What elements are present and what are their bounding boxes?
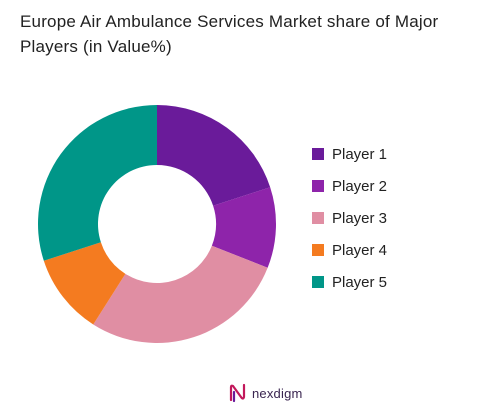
chart-legend: Player 1 Player 2 Player 3 Player 4 Play… — [312, 138, 387, 298]
legend-item-player-4: Player 4 — [312, 234, 387, 266]
legend-swatch — [312, 212, 324, 224]
legend-label: Player 3 — [332, 209, 388, 227]
donut-slice-player-5 — [37, 105, 157, 261]
donut-slice-player-1 — [157, 105, 271, 206]
legend-swatch — [312, 244, 324, 256]
brand-name: nexdigm — [252, 385, 303, 401]
legend-swatch — [312, 148, 324, 160]
legend-item-player-3: Player 3 — [312, 202, 387, 234]
legend-item-player-5: Player 5 — [312, 266, 387, 298]
legend-label: Player 2 — [332, 177, 388, 195]
legend-item-player-2: Player 2 — [312, 170, 387, 202]
donut-slice-player-3 — [93, 245, 268, 343]
brand-logo: nexdigm — [229, 383, 303, 403]
legend-label: Player 4 — [332, 241, 388, 259]
legend-label: Player 5 — [332, 273, 388, 291]
chart-title: Europe Air Ambulance Services Market sha… — [20, 12, 439, 56]
legend-swatch — [312, 180, 324, 192]
legend-item-player-1: Player 1 — [312, 138, 387, 170]
nexdigm-logo-icon — [229, 383, 246, 403]
donut-slice-player-4 — [43, 242, 126, 325]
legend-swatch — [312, 276, 324, 288]
donut-slices — [37, 105, 276, 343]
donut-slice-player-2 — [211, 187, 276, 268]
legend-label: Player 1 — [332, 145, 388, 163]
